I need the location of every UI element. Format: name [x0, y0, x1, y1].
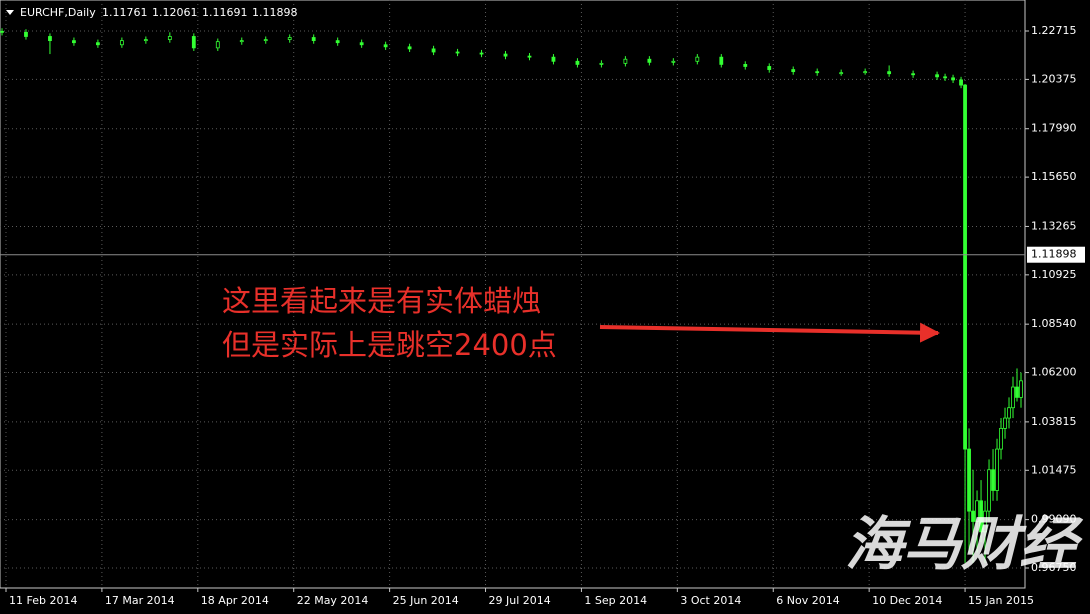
candle-body	[695, 56, 700, 62]
candle-body	[671, 60, 676, 63]
candle-body	[943, 76, 947, 79]
candle-body	[959, 79, 963, 86]
candle-body	[527, 55, 532, 58]
y-tick-label: 1.01475	[1031, 463, 1077, 476]
candle-body	[191, 36, 196, 49]
candle-body	[239, 40, 244, 43]
candle-body	[951, 77, 955, 81]
header-low: 1.11691	[202, 6, 248, 19]
candle-body	[983, 510, 987, 533]
candle-body	[167, 36, 172, 40]
candle-body	[1019, 380, 1023, 398]
x-tick-label: 11 Feb 2014	[9, 594, 77, 607]
y-tick-label: 1.17990	[1031, 122, 1077, 135]
candle-body	[551, 56, 556, 62]
plot-area	[0, 0, 1026, 589]
y-tick-label: 0.99090	[1031, 513, 1077, 526]
candle-body	[647, 58, 652, 63]
y-tick-label: 1.10925	[1031, 268, 1077, 281]
x-tick-label: 1 Sep 2014	[584, 594, 647, 607]
last-price-box	[1027, 246, 1085, 263]
candle-body	[0, 30, 4, 33]
candle-body	[1011, 386, 1015, 409]
menu-triangle	[6, 10, 14, 15]
candle-body	[815, 71, 820, 74]
candle-body	[1015, 386, 1019, 398]
candle-body	[287, 37, 292, 40]
watermark: 海马财经	[845, 510, 1084, 578]
candle-body	[407, 46, 412, 50]
x-tick-label: 6 Nov 2014	[776, 594, 839, 607]
annotation: 这里看起来是有实体蜡烛	[222, 284, 541, 318]
x-tick-label: 10 Dec 2014	[872, 594, 942, 607]
y-tick-label: 1.06200	[1031, 366, 1077, 379]
y-tick-label: 1.03815	[1031, 415, 1077, 428]
candle-body	[503, 53, 508, 57]
candle-body	[623, 58, 628, 64]
candle-body	[215, 41, 220, 49]
x-tick-label: 25 Jun 2014	[393, 594, 459, 607]
candle-body	[143, 39, 148, 42]
candle-body	[963, 84, 967, 450]
candle-body	[995, 448, 999, 491]
candle-body	[971, 510, 975, 522]
x-tick-label: 17 Mar 2014	[105, 594, 175, 607]
header-high: 1.12061	[152, 6, 198, 19]
last-price-label: 1.11898	[1031, 248, 1077, 261]
candle-body	[575, 60, 580, 65]
y-tick-label: 1.22715	[1031, 24, 1077, 37]
y-tick-label: 1.13265	[1031, 219, 1077, 232]
candle-body	[1003, 417, 1007, 429]
candle-body	[967, 448, 971, 512]
symbol: EURCHF,Daily	[20, 6, 96, 19]
candle-body	[935, 74, 939, 78]
arrow	[599, 322, 940, 343]
y-tick-label: 1.08540	[1031, 317, 1077, 330]
candle-body	[719, 56, 724, 65]
candle-body	[383, 44, 388, 48]
header-open: 1.11761	[102, 6, 148, 19]
candle-body	[999, 427, 1003, 450]
annotation: 但是实际上是跳空2400点	[222, 328, 557, 362]
candle-body	[96, 42, 100, 46]
x-tick-label: 18 Apr 2014	[201, 594, 269, 607]
candle-body	[48, 36, 52, 42]
y-tick-label: 1.20375	[1031, 72, 1077, 85]
candle-body	[911, 73, 916, 76]
candle-body	[24, 31, 28, 37]
header-close: 1.11898	[252, 6, 298, 19]
candle-body	[479, 52, 484, 55]
candle-body	[72, 40, 76, 44]
candle-body	[863, 71, 868, 74]
x-tick-label: 22 May 2014	[297, 594, 369, 607]
candle-body	[335, 40, 340, 44]
candle-body	[791, 69, 796, 73]
candle-body	[455, 51, 460, 54]
x-tick-label: 3 Oct 2014	[680, 594, 741, 607]
candle-body	[839, 72, 844, 75]
y-tick-label: 0.96750	[1031, 561, 1077, 574]
candle-body	[359, 42, 364, 46]
candle-body	[979, 500, 983, 533]
x-tick-label: 29 Jul 2014	[489, 594, 551, 607]
candle-body	[119, 40, 124, 46]
candle-body	[431, 48, 436, 53]
x-tick-label: 15 Jan 2015	[968, 594, 1034, 607]
candle-body	[311, 37, 316, 42]
candle-body	[991, 469, 995, 491]
candle-body	[743, 64, 748, 67]
candle-body	[975, 500, 979, 522]
candle-body	[767, 66, 772, 70]
candle-body	[599, 62, 604, 65]
y-tick-label: 1.15650	[1031, 170, 1077, 183]
candle-body	[887, 71, 892, 75]
candle-body	[987, 469, 991, 512]
candle-body	[263, 39, 268, 42]
candle-body	[1007, 407, 1011, 419]
